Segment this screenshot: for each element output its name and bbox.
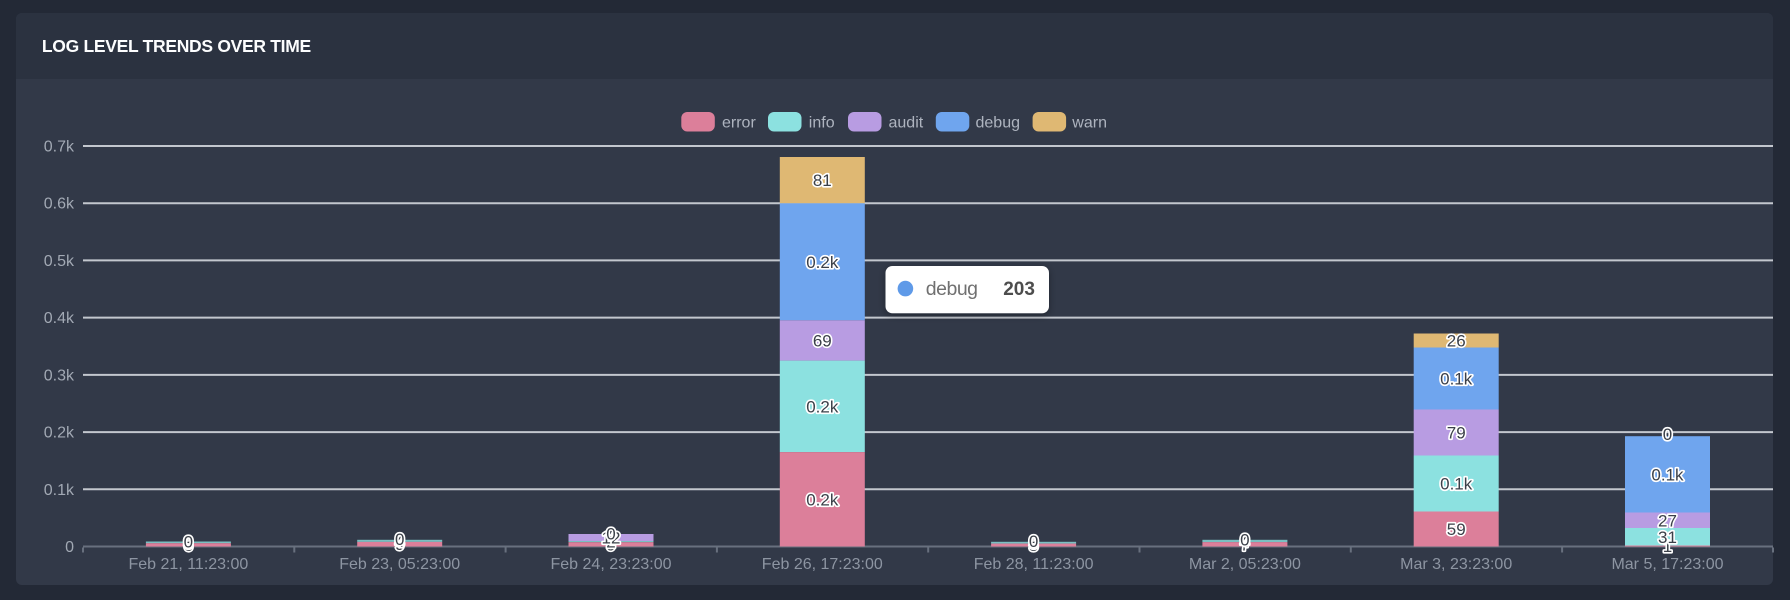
svg-text:Feb 21, 11:23:00: Feb 21, 11:23:00 <box>129 556 249 573</box>
svg-text:0.2k: 0.2k <box>806 253 839 272</box>
svg-text:Mar 2, 05:23:00: Mar 2, 05:23:00 <box>1189 556 1301 573</box>
svg-text:0.1k: 0.1k <box>1651 465 1684 484</box>
svg-text:1: 1 <box>1663 537 1672 556</box>
svg-text:0: 0 <box>1240 530 1249 549</box>
svg-text:0.1k: 0.1k <box>1440 370 1473 389</box>
svg-text:26: 26 <box>1447 332 1466 351</box>
svg-text:Feb 23, 05:23:00: Feb 23, 05:23:00 <box>339 556 460 573</box>
svg-text:0.4k: 0.4k <box>44 310 75 327</box>
svg-text:0.1k: 0.1k <box>44 482 75 499</box>
svg-text:0: 0 <box>65 539 74 556</box>
svg-text:0: 0 <box>395 530 404 549</box>
svg-text:debug: debug <box>976 114 1021 131</box>
svg-text:4: 4 <box>395 532 404 551</box>
svg-text:3: 3 <box>184 534 193 553</box>
svg-text:0.7k: 0.7k <box>44 139 75 156</box>
svg-text:69: 69 <box>813 331 832 350</box>
svg-text:12: 12 <box>602 529 621 548</box>
svg-text:debug: debug <box>926 278 978 300</box>
svg-text:0.5k: 0.5k <box>44 253 75 270</box>
svg-text:2: 2 <box>606 533 615 552</box>
svg-text:9: 9 <box>606 535 615 554</box>
svg-text:audit: audit <box>889 114 924 131</box>
svg-text:info: info <box>809 114 835 131</box>
svg-text:0.2k: 0.2k <box>806 397 839 416</box>
svg-text:3: 3 <box>1029 534 1038 553</box>
svg-text:6: 6 <box>184 536 193 555</box>
svg-text:4: 4 <box>1240 532 1249 551</box>
svg-text:9: 9 <box>395 535 404 554</box>
svg-text:Feb 28, 11:23:00: Feb 28, 11:23:00 <box>974 556 1094 573</box>
svg-text:0.2k: 0.2k <box>44 425 75 442</box>
svg-text:Feb 26, 17:23:00: Feb 26, 17:23:00 <box>762 556 883 573</box>
svg-text:5: 5 <box>1029 536 1038 555</box>
svg-text:7: 7 <box>1240 535 1249 554</box>
svg-text:79: 79 <box>1447 424 1466 443</box>
svg-text:31: 31 <box>1658 528 1677 547</box>
svg-text:0: 0 <box>606 525 615 544</box>
svg-text:0.6k: 0.6k <box>44 196 75 213</box>
svg-text:0.1k: 0.1k <box>1440 475 1473 494</box>
svg-text:warn: warn <box>1071 114 1107 131</box>
svg-text:Mar 5, 17:23:00: Mar 5, 17:23:00 <box>1611 556 1723 573</box>
svg-text:0: 0 <box>184 532 193 551</box>
svg-text:Mar 3, 23:23:00: Mar 3, 23:23:00 <box>1400 556 1512 573</box>
svg-text:error: error <box>722 114 756 131</box>
svg-text:81: 81 <box>813 171 832 190</box>
svg-text:0: 0 <box>1663 425 1672 444</box>
svg-text:0.3k: 0.3k <box>44 367 75 384</box>
svg-text:0.2k: 0.2k <box>806 490 839 509</box>
svg-text:203: 203 <box>1003 279 1035 300</box>
svg-text:27: 27 <box>1658 511 1677 530</box>
svg-text:Feb 24, 23:23:00: Feb 24, 23:23:00 <box>551 556 672 573</box>
svg-text:0: 0 <box>1029 532 1038 551</box>
svg-text:59: 59 <box>1447 520 1466 539</box>
